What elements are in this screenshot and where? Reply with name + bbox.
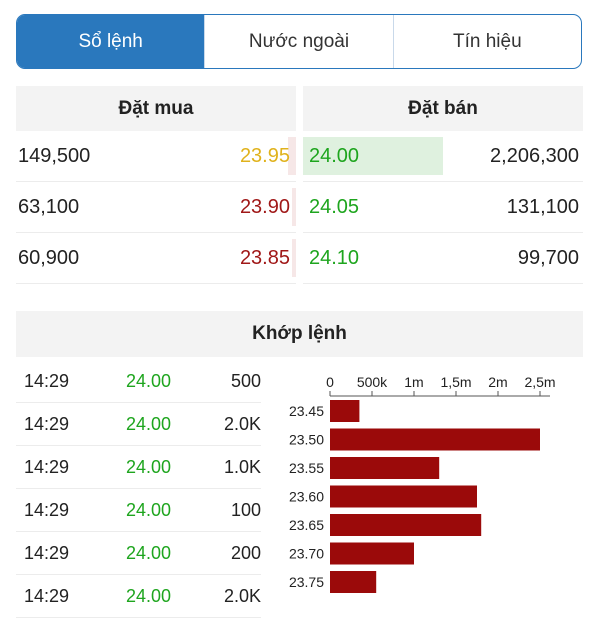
- y-tick-label: 23.50: [289, 432, 324, 448]
- match-price: 24.00: [126, 370, 172, 391]
- sell-cell: 24.05 131,100: [303, 182, 583, 233]
- x-tick-label: 1,5m: [440, 374, 471, 390]
- y-tick-label: 23.70: [289, 546, 324, 562]
- match-time: 14:29: [24, 370, 70, 391]
- order-row: 149,500 23.95 24.00 2,206,300: [16, 131, 583, 182]
- match-volume: 100: [230, 499, 261, 520]
- x-tick-label: 500k: [357, 374, 388, 390]
- sell-header: Đặt bán: [303, 86, 583, 131]
- match-price: 24.00: [126, 585, 172, 606]
- match-price: 24.00: [126, 413, 172, 434]
- tab-signals[interactable]: Tín hiệu: [392, 15, 581, 68]
- bar: [330, 428, 540, 451]
- buy-cell: 149,500 23.95: [16, 131, 296, 182]
- match-time: 14:29: [24, 413, 70, 434]
- bar: [330, 571, 377, 593]
- sell-price: 24.10: [309, 246, 360, 269]
- buy-cell: 60,900 23.85: [16, 233, 296, 284]
- sell-price: 24.05: [309, 195, 360, 218]
- match-price: 24.00: [126, 499, 172, 520]
- match-volume: 500: [230, 370, 261, 391]
- y-tick-label: 23.55: [289, 460, 324, 476]
- tab-bar: Sổ lệnh Nước ngoài Tín hiệu: [16, 14, 582, 69]
- matched-orders: Khớp lệnh 14:29 24.00 500 14:29 24.00 2.…: [16, 311, 583, 618]
- volume-by-price-chart: 0 500k 1m 1,5m 2m 2,5m 23.45 23.50 23.55 23.60 23.…: [289, 374, 556, 593]
- sell-price: 24.00: [309, 144, 360, 167]
- sell-cell: 24.10 99,700: [303, 233, 583, 284]
- buy-price: 23.90: [239, 195, 290, 218]
- list-item: 14:29 24.00 1.0K: [16, 446, 261, 489]
- sell-cell: 24.00 2,206,300: [303, 131, 583, 182]
- buy-cell: 63,100 23.90: [16, 182, 296, 233]
- bar: [330, 457, 440, 479]
- match-volume: 200: [230, 542, 261, 563]
- match-volume: 2.0K: [223, 413, 261, 434]
- sell-volume: 99,700: [517, 246, 579, 269]
- matched-header: Khớp lệnh: [16, 311, 583, 357]
- list-item: 14:29 24.00 2.0K: [16, 575, 261, 618]
- y-tick-label: 23.60: [289, 489, 324, 505]
- buy-header: Đặt mua: [16, 86, 296, 131]
- buy-volume: 149,500: [18, 144, 91, 167]
- match-time: 14:29: [24, 542, 70, 563]
- bar: [330, 542, 414, 565]
- sell-volume: 131,100: [506, 195, 579, 218]
- buy-volume: 63,100: [18, 195, 80, 218]
- list-item: 14:29 24.00 500: [16, 360, 261, 403]
- match-price: 24.00: [126, 542, 172, 563]
- y-tick-label: 23.75: [289, 574, 324, 590]
- order-row: 63,100 23.90 24.05 131,100: [16, 182, 583, 233]
- x-tick-label: 0: [326, 374, 334, 390]
- order-book: Đặt mua Đặt bán 149,500 23.95 24.00 2,20…: [16, 86, 583, 284]
- match-time: 14:29: [24, 499, 70, 520]
- x-tick-label: 2,5m: [524, 374, 555, 390]
- match-time: 14:29: [24, 585, 70, 606]
- tab-foreign[interactable]: Nước ngoài: [204, 15, 392, 68]
- bar: [330, 400, 360, 422]
- x-tick-label: 2m: [488, 374, 507, 390]
- tab-order-book[interactable]: Sổ lệnh: [17, 15, 205, 68]
- match-time: 14:29: [24, 456, 70, 477]
- buy-volume: 60,900: [18, 246, 80, 269]
- y-tick-label: 23.65: [289, 517, 324, 533]
- buy-price: 23.95: [239, 144, 290, 167]
- list-item: 14:29 24.00 100: [16, 489, 261, 532]
- buy-price: 23.85: [239, 246, 290, 269]
- matched-list: 14:29 24.00 500 14:29 24.00 2.0K 14:29 2…: [16, 360, 261, 618]
- y-tick-label: 23.45: [289, 403, 324, 419]
- match-volume: 1.0K: [223, 456, 261, 477]
- order-row: 60,900 23.85 24.10 99,700: [16, 233, 583, 284]
- x-tick-label: 1m: [404, 374, 423, 390]
- bar: [330, 514, 482, 536]
- match-price: 24.00: [126, 456, 172, 477]
- match-volume: 2.0K: [223, 585, 261, 606]
- bar: [330, 485, 477, 508]
- list-item: 14:29 24.00 200: [16, 532, 261, 575]
- sell-volume: 2,206,300: [490, 144, 579, 167]
- list-item: 14:29 24.00 2.0K: [16, 403, 261, 446]
